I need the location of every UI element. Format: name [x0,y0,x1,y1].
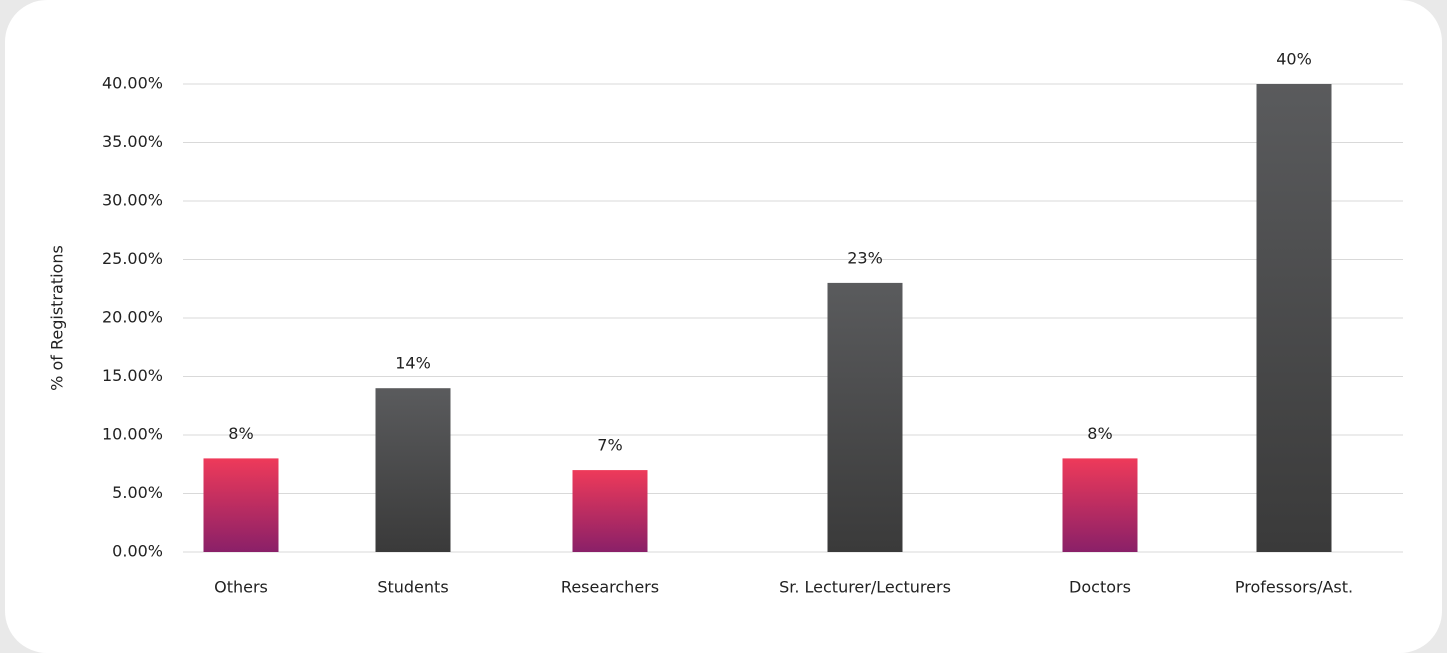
bar [375,388,451,552]
x-tick-label: Students [377,578,448,597]
data-label: 14% [395,354,431,373]
x-tick-label: Researchers [561,578,659,597]
y-tick-label: 25.00% [102,249,163,268]
y-tick-label: 20.00% [102,308,163,327]
x-tick-label: Professors/Ast. [1235,578,1353,597]
bar [572,470,648,552]
x-tick-label: Others [214,578,268,597]
data-label: 23% [847,248,883,267]
bar [1256,84,1332,552]
data-label: 7% [597,436,622,455]
data-label: 40% [1276,50,1312,69]
y-tick-label: 40.00% [102,74,163,93]
y-tick-label: 0.00% [112,542,163,561]
data-label: 8% [228,424,253,443]
y-tick-label: 10.00% [102,425,163,444]
data-label: 8% [1087,424,1112,443]
bar [1062,458,1138,552]
x-tick-label: Doctors [1069,578,1131,597]
y-axis-label: % of Registrations [48,245,67,391]
x-tick-label: Sr. Lecturer/Lecturers [779,578,951,597]
y-tick-label: 30.00% [102,191,163,210]
bar [827,282,903,552]
y-tick-label: 5.00% [112,483,163,502]
y-tick-label: 35.00% [102,132,163,151]
card [5,0,1442,653]
bar [203,458,279,552]
y-tick-label: 15.00% [102,366,163,385]
